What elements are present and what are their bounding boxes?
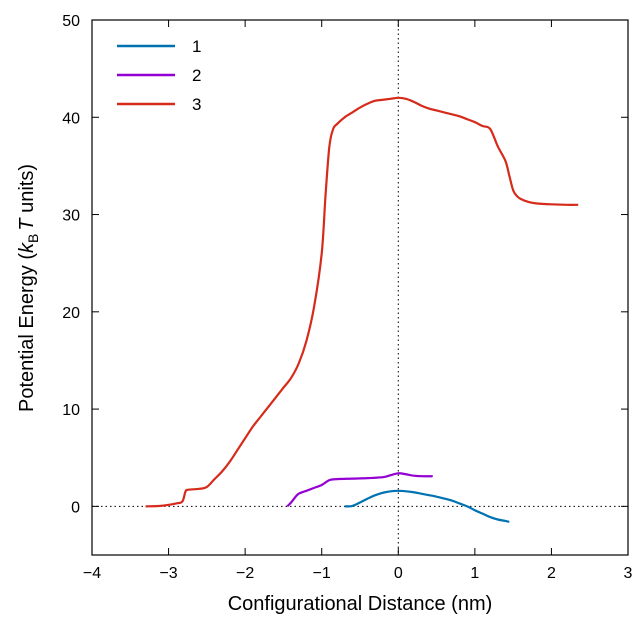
x-tick-label: 1 — [470, 565, 479, 582]
x-tick-label: 0 — [394, 565, 403, 582]
series-2-line — [286, 472, 433, 508]
legend-label-1: 1 — [192, 37, 201, 56]
x-tick-label: −3 — [159, 565, 177, 582]
y-tick-label: 10 — [62, 402, 80, 419]
legend-label-2: 2 — [192, 66, 201, 85]
series-1-line — [344, 489, 510, 523]
plot-frame — [91, 19, 629, 556]
x-axis-ticks: −4 −3 −2 −1 0 1 2 3 — [83, 20, 633, 582]
series-3-line — [145, 96, 579, 508]
x-tick-label: −4 — [83, 565, 101, 582]
legend: 1 2 3 — [117, 37, 201, 114]
y-axis-ticks: 0 10 20 30 40 50 — [62, 13, 628, 516]
y-tick-label: 40 — [62, 110, 80, 127]
x-tick-label: −1 — [313, 565, 331, 582]
x-tick-label: 2 — [547, 565, 556, 582]
y-tick-label: 50 — [62, 13, 80, 30]
y-axis-title: Potential Energy (kBT units) — [16, 164, 41, 412]
y-tick-label: 0 — [71, 499, 80, 516]
x-axis-title: Configurational Distance (nm) — [228, 593, 493, 615]
y-tick-label: 30 — [62, 208, 80, 225]
x-tick-label: 3 — [624, 565, 633, 582]
x-tick-label: −2 — [236, 565, 254, 582]
legend-label-3: 3 — [192, 95, 201, 114]
y-tick-label: 20 — [62, 305, 80, 322]
